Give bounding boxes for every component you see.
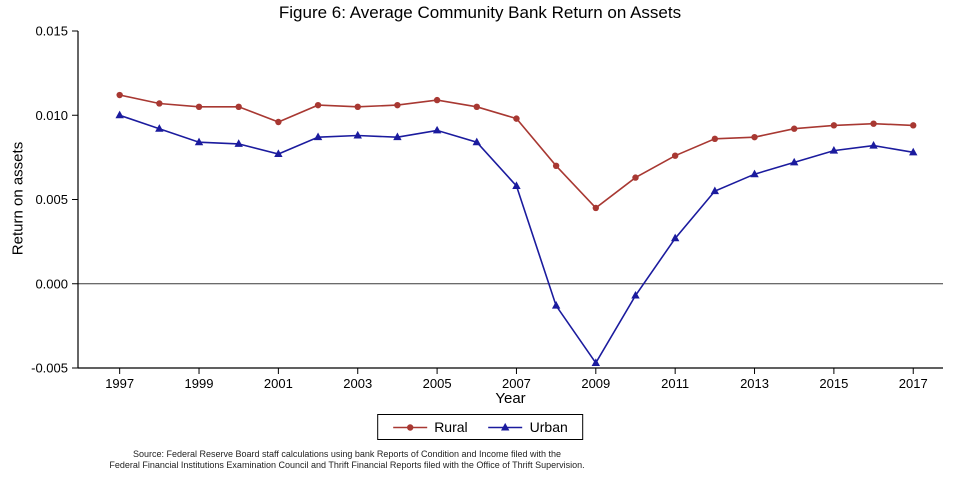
svg-text:1997: 1997 [105, 376, 134, 391]
svg-text:-0.005: -0.005 [31, 361, 68, 376]
legend-item-urban: Urban [488, 419, 568, 435]
svg-text:2005: 2005 [423, 376, 452, 391]
svg-text:0.000: 0.000 [35, 276, 68, 291]
source-note: Source: Federal Reserve Board staff calc… [62, 449, 632, 471]
svg-text:2017: 2017 [899, 376, 928, 391]
svg-text:1999: 1999 [185, 376, 214, 391]
source-line-2: Federal Financial Institutions Examinati… [109, 460, 585, 470]
legend-label-urban: Urban [529, 419, 568, 435]
rural-line-marker-icon [393, 423, 428, 431]
svg-text:2003: 2003 [343, 376, 372, 391]
svg-text:2015: 2015 [819, 376, 848, 391]
x-axis-label: Year [495, 390, 526, 407]
svg-text:2001: 2001 [264, 376, 293, 391]
svg-text:0.005: 0.005 [35, 192, 68, 207]
legend: Rural Urban [377, 414, 583, 440]
svg-text:2009: 2009 [581, 376, 610, 391]
svg-text:0.010: 0.010 [35, 108, 68, 123]
svg-text:2013: 2013 [740, 376, 769, 391]
svg-text:2007: 2007 [502, 376, 531, 391]
legend-item-rural: Rural [392, 419, 468, 435]
urban-line-marker-icon [488, 422, 523, 430]
svg-text:2011: 2011 [661, 376, 689, 391]
source-line-1: Source: Federal Reserve Board staff calc… [132, 449, 562, 459]
legend-label-rural: Rural [434, 419, 468, 435]
svg-text:0.015: 0.015 [35, 24, 68, 39]
chart-title: Figure 6: Average Community Bank Return … [278, 3, 682, 22]
